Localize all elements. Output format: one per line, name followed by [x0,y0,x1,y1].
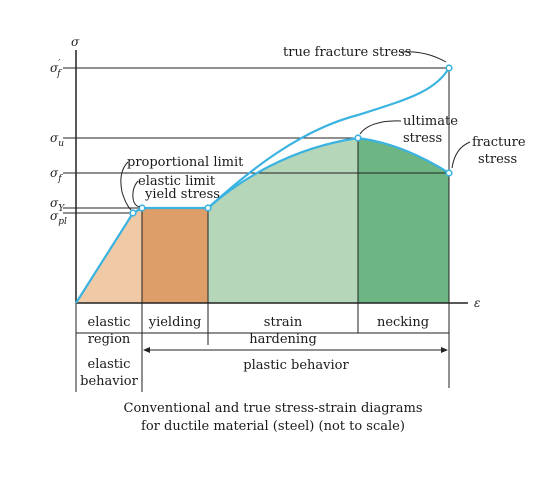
true-fracture-leader [399,51,447,63]
proportional-limit-point [129,209,137,217]
sigma-u-label: σu [50,131,64,149]
elastic-region-fill [76,208,142,303]
ultimate-label-1: ultimate [403,114,458,129]
strain-hardening-region-fill [208,138,358,303]
ultimate-label-2: stress [403,131,442,146]
plastic-behavior-arrow [143,347,448,353]
yielding-region-fill [142,208,208,303]
region-strain-1: strain [264,315,303,330]
yield-stress-label: yield stress [144,187,220,202]
region-necking: necking [377,315,429,330]
behavior-elastic-1: elastic [88,357,131,372]
necking-region-fill [358,138,449,303]
ultimate-leader [359,120,402,135]
fracture-label-1: fracture [472,135,526,150]
true-fracture-point [445,64,453,72]
fracture-point [445,169,453,177]
caption-line-1: Conventional and true stress-strain diag… [124,401,423,416]
curve-points [129,64,453,217]
behavior-elastic-2: behavior [80,374,138,389]
behavior-plastic: plastic behavior [243,358,349,373]
fracture-leader [451,141,471,169]
sigma-y-label: σY [50,196,65,214]
region-elastic-2: region [88,332,131,347]
fracture-label-2: stress [478,152,517,167]
sigma-f-label: σf [50,166,63,184]
region-dividers [75,68,450,392]
hardening-start-point [204,204,212,212]
true-fracture-stress-label: true fracture stress [283,45,411,60]
ultimate-point [354,134,362,142]
region-elastic-1: elastic [88,315,131,330]
yield-point [138,204,146,212]
y-axis-symbol: σ [71,35,80,49]
sigma-pl-label: σpl [50,209,67,227]
elastic-limit-leader [132,180,141,208]
proportional-limit-leader [120,161,132,211]
proportional-limit-label: proportional limit [127,155,244,170]
region-yielding: yielding [148,315,202,330]
caption-line-2: for ductile material (steel) (not to sca… [141,419,405,434]
region-strain-2: hardening [249,332,317,347]
x-axis-symbol: ε [474,296,480,310]
true-curve [207,67,450,209]
elastic-limit-label: elastic limit [138,174,216,189]
sigma-f-prime-label: σ′ f [50,59,62,79]
